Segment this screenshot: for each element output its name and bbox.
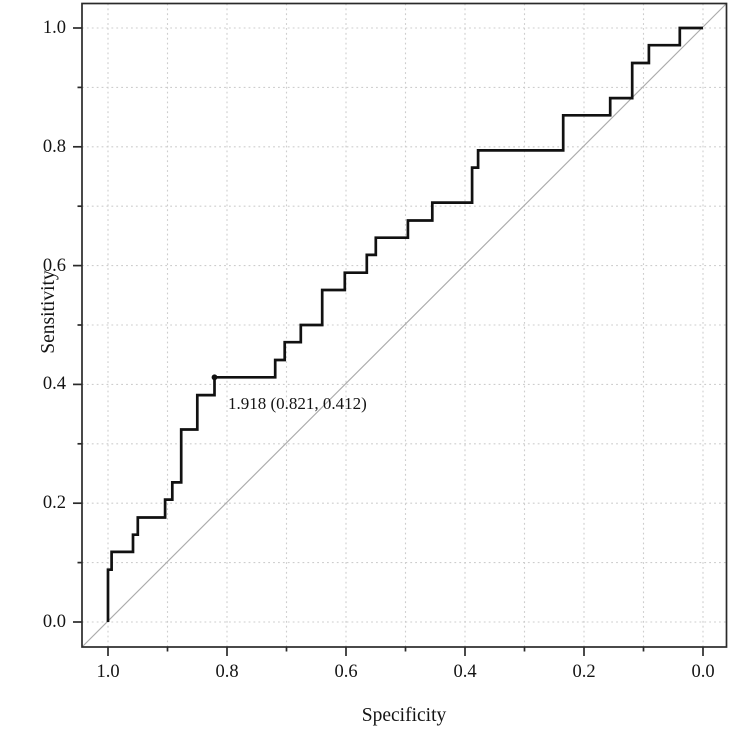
threshold-annotation-label: 1.918 (0.821, 0.412)	[228, 394, 367, 413]
y-tick-label: 0.0	[42, 611, 66, 632]
x-axis-title: Specificity	[361, 705, 447, 726]
x-tick-label: 0.6	[334, 662, 358, 682]
y-tick-label: 0.8	[42, 136, 66, 157]
y-tick-label: 0.6	[42, 255, 66, 276]
x-tick-label: 1.0	[96, 662, 120, 682]
y-axis-title: Sensitivity	[37, 270, 59, 354]
chance-diagonal-line	[81, 3, 727, 648]
threshold-point-marker	[211, 374, 218, 381]
x-tick-label: 0.2	[572, 662, 596, 682]
axis-ticks	[73, 27, 704, 656]
x-tick-label: 0.8	[215, 662, 239, 682]
y-tick-label: 0.2	[42, 492, 66, 513]
roc-curve	[106, 26, 703, 622]
y-tick-label: 1.0	[42, 17, 66, 38]
x-tick-label: 0.0	[691, 662, 715, 682]
x-tick-label: 0.4	[453, 662, 477, 682]
y-tick-label: 0.4	[42, 374, 66, 395]
